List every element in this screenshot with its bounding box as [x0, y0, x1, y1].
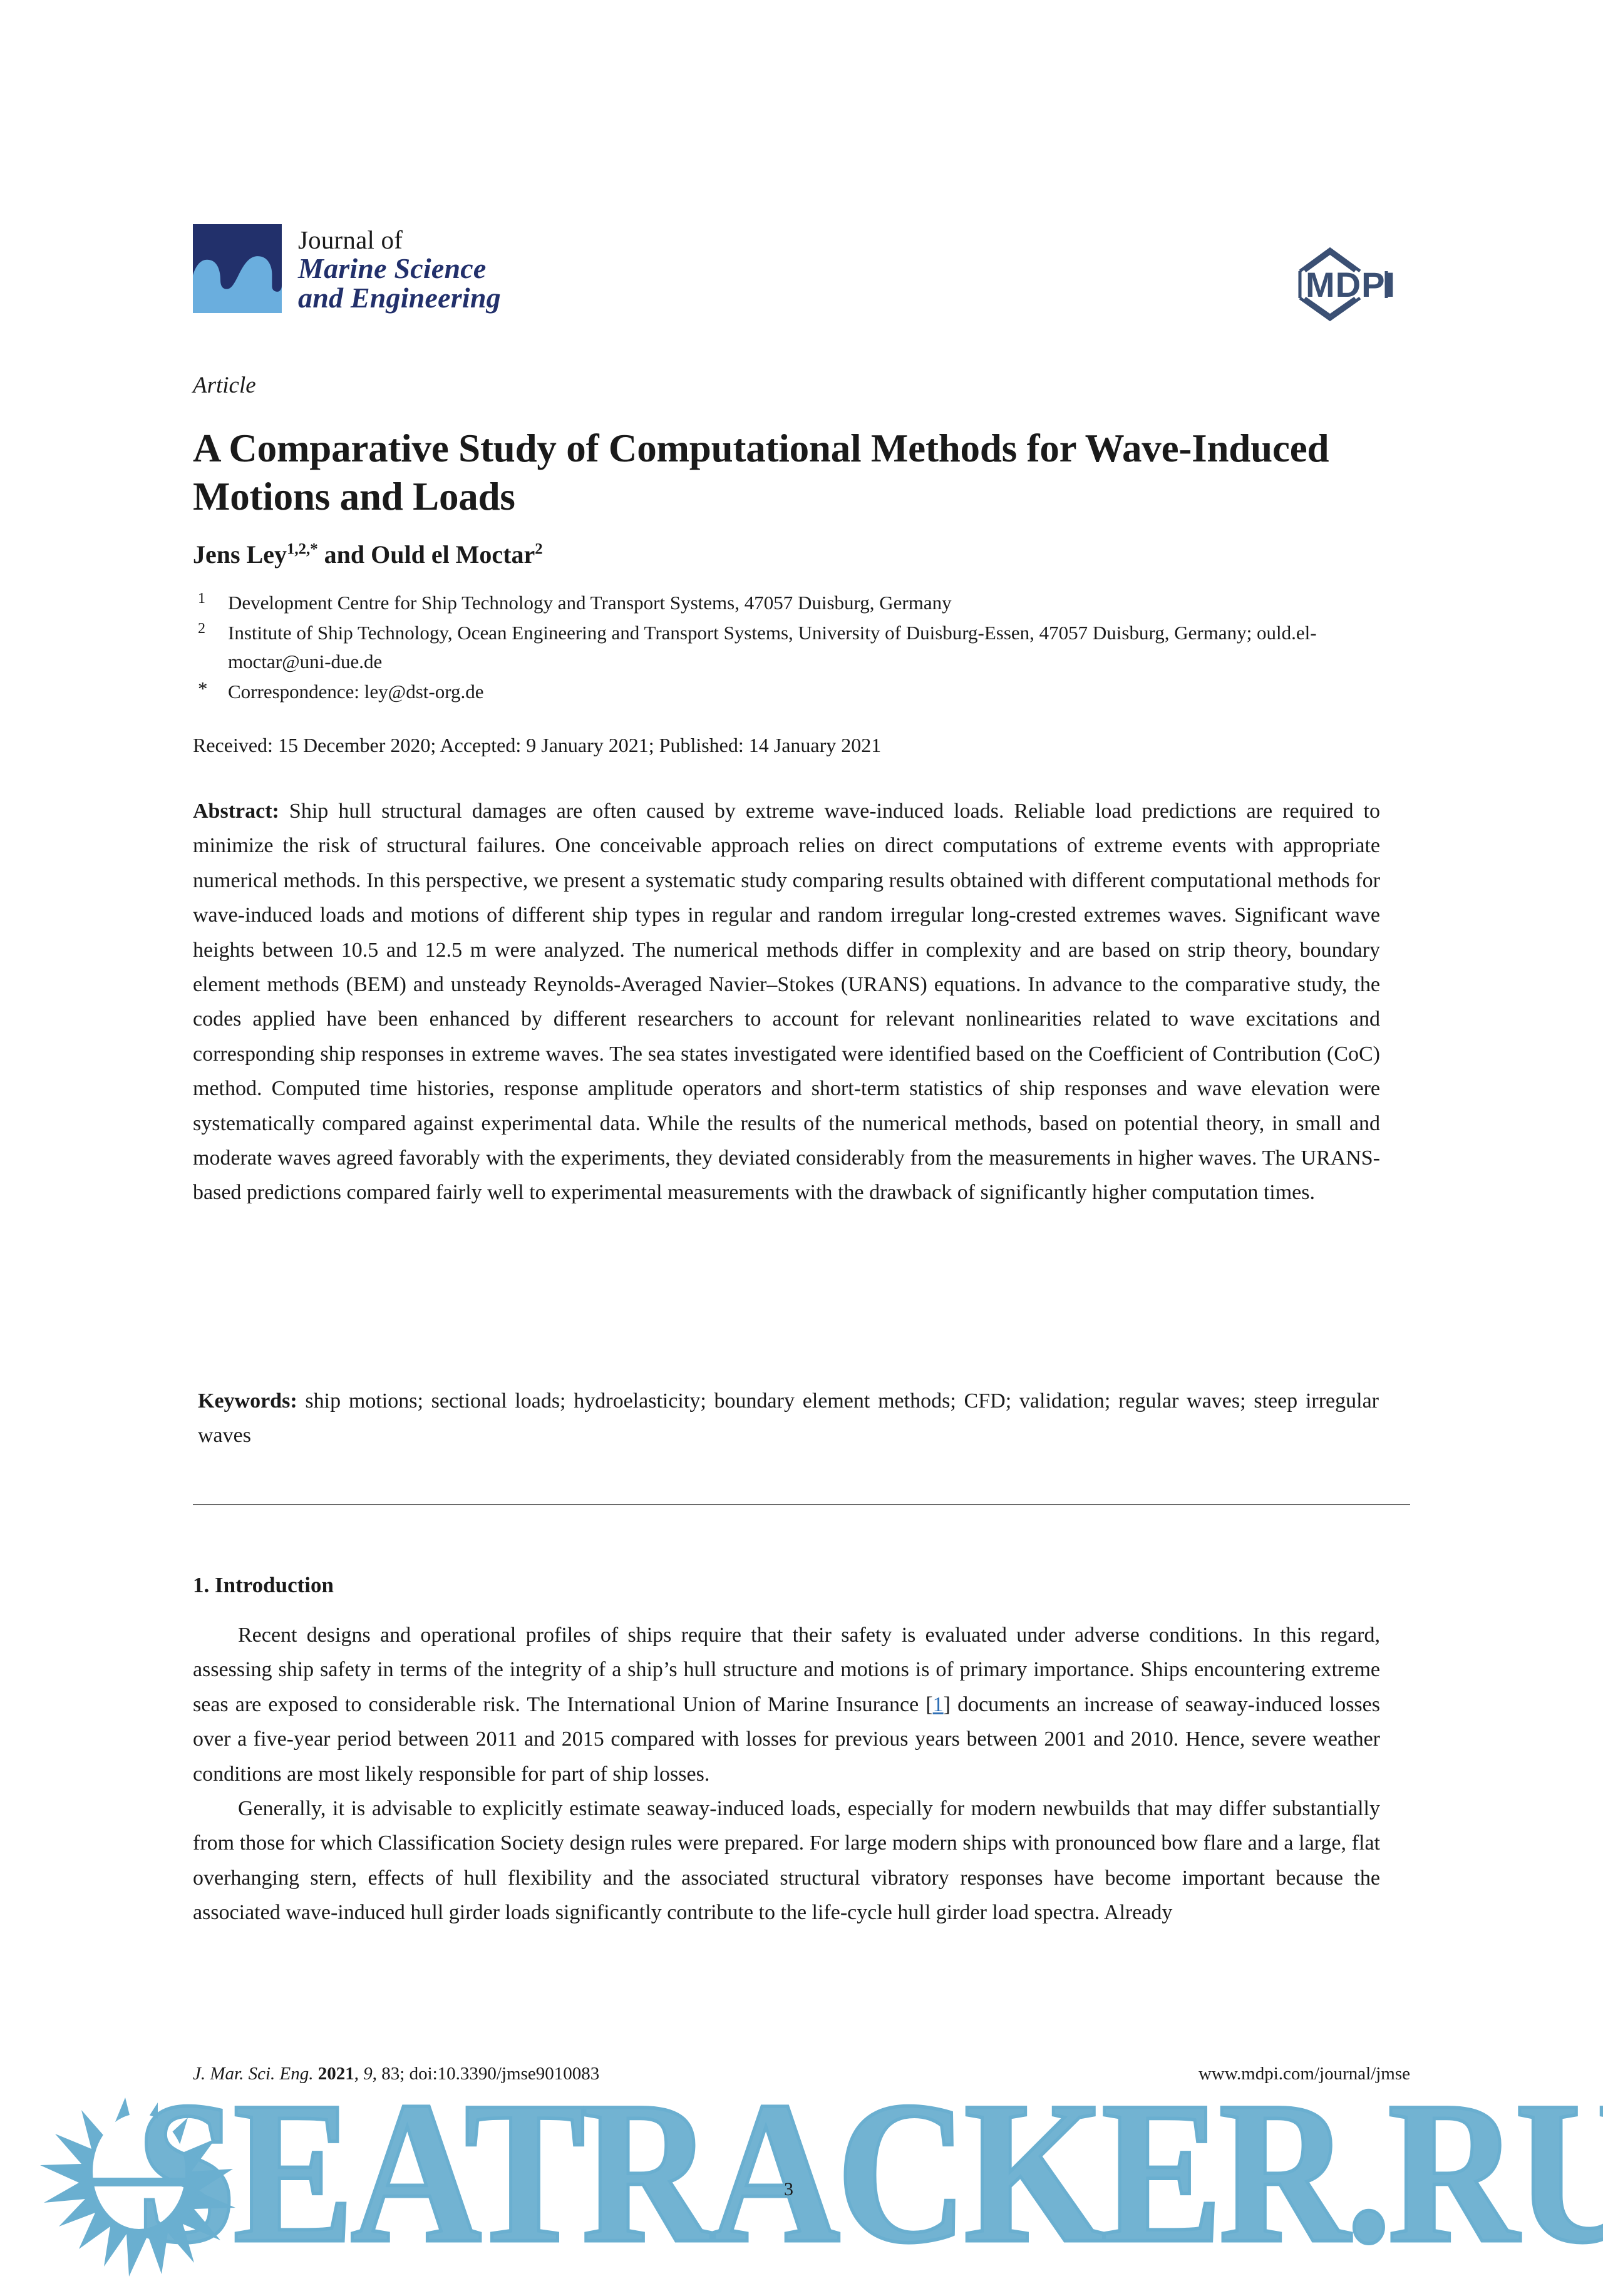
paragraph-2: Generally, it is advisable to explicitly… [193, 1797, 1380, 1925]
page-title: A Comparative Study of Computational Met… [193, 426, 1329, 519]
page-number: 3 [784, 2179, 793, 2200]
footer-year: 2021 [317, 2064, 354, 2084]
journal-line-1: Journal of [298, 225, 403, 254]
journal-line-3: and Engineering [298, 282, 501, 314]
affiliation-text: Institute of Ship Technology, Ocean Engi… [228, 621, 1317, 672]
affiliation-item: * Correspondence: ley@dst-org.de [193, 677, 1383, 706]
abstract-text: Ship hull structural damages are often c… [193, 800, 1380, 1205]
abstract-block: Abstract: Ship hull structural damages a… [193, 794, 1380, 1210]
author-joiner: and [317, 540, 371, 569]
affiliation-item: 1 Development Centre for Ship Technology… [193, 589, 1383, 617]
affiliation-marker: 2 [198, 620, 205, 637]
mdpi-publisher-logo-icon: MDPI [1298, 247, 1396, 322]
author-name-2: Ould el Moctar [371, 540, 535, 569]
footer-article-number: 83 [381, 2064, 400, 2084]
author-2-affiliation-marks: 2 [535, 540, 543, 558]
introduction-body: Recent designs and operational profiles … [193, 1618, 1380, 1930]
footer-journal-abbrev: J. Mar. Sci. Eng. [193, 2064, 314, 2084]
author-1-affiliation-marks: 1,2,* [287, 540, 318, 558]
correspondence-text: Correspondence: ley@dst-org.de [228, 680, 484, 703]
affiliation-marker: 1 [198, 590, 205, 607]
footer-journal-url: www.mdpi.com/journal/jmse [1198, 2064, 1410, 2084]
paragraph-1: Recent designs and operational profiles … [193, 1618, 1380, 1791]
citation-link-1[interactable]: 1 [932, 1692, 944, 1716]
jmse-wave-logo-icon [193, 224, 282, 314]
journal-title-words: Journal of Marine Science and Engineerin… [298, 224, 501, 313]
affiliation-list: 1 Development Centre for Ship Technology… [193, 589, 1383, 708]
journal-line-2: Marine Science [298, 252, 487, 284]
journal-logo: Journal of Marine Science and Engineerin… [193, 224, 501, 314]
keywords-label: Keywords: [198, 1389, 297, 1413]
footer-doi: doi:10.3390/jmse9010083 [409, 2064, 600, 2084]
article-type-kicker: Article [193, 373, 256, 398]
affiliation-text: Development Centre for Ship Technology a… [228, 592, 952, 614]
keywords-text: ship motions; sectional loads; hydroelas… [198, 1389, 1379, 1448]
paragraph-1-part-b: ] documents an increase of seaway-induce… [193, 1692, 1380, 1786]
affiliation-item: 2 Institute of Ship Technology, Ocean En… [193, 619, 1383, 676]
section-divider [193, 1504, 1410, 1505]
page-footer: J. Mar. Sci. Eng. 2021, 9, 83; doi:10.33… [193, 2064, 1410, 2084]
svg-text:MDPI: MDPI [1306, 265, 1396, 304]
masthead: Journal of Marine Science and Engineerin… [193, 224, 1410, 329]
author-list: Jens Ley1,2,* and Ould el Moctar2 [193, 540, 543, 569]
section-heading-introduction: 1. Introduction [193, 1573, 334, 1597]
keywords-block: Keywords: ship motions; sectional loads;… [198, 1384, 1379, 1453]
publication-history: Received: 15 December 2020; Accepted: 9 … [193, 734, 882, 756]
author-name-1: Jens Ley [193, 540, 287, 569]
correspondence-marker: * [198, 677, 208, 699]
page-content: Journal of Marine Science and Engineerin… [193, 0, 1410, 2296]
footer-citation: J. Mar. Sci. Eng. 2021, 9, 83; doi:10.33… [193, 2064, 600, 2084]
footer-volume: 9 [363, 2064, 373, 2084]
paragraph-1-part-a: Recent designs and operational profiles … [193, 1624, 1380, 1716]
abstract-label: Abstract: [193, 800, 279, 823]
